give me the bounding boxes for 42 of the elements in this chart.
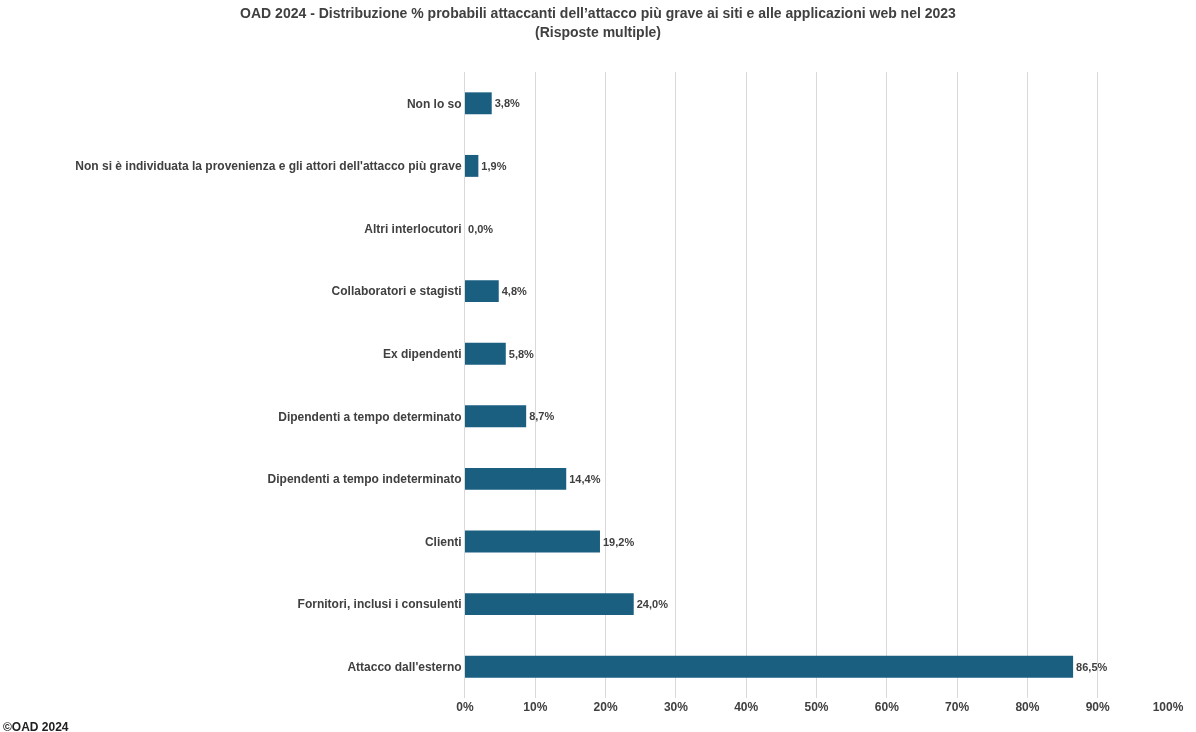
bar [465, 342, 506, 365]
data-label: 86,5% [1076, 660, 1108, 673]
x-tick-label: 80% [1015, 700, 1040, 714]
bar [465, 405, 527, 428]
data-label: 0,0% [468, 222, 494, 235]
y-tick-label: Dipendenti a tempo determinato [278, 409, 462, 424]
data-label: 19,2% [602, 535, 635, 548]
y-tick-label: Ex dipendenti [382, 346, 462, 361]
y-tick-label: Clienti [424, 534, 462, 549]
bar [465, 154, 479, 177]
x-tick-label: 30% [663, 700, 689, 714]
data-label: 1,9% [481, 159, 507, 172]
y-tick-label: Fornitori, inclusi i consulenti [297, 597, 462, 612]
y-tick-label: Collaboratori e stagisti [331, 284, 462, 299]
x-tick-label: 10% [523, 700, 548, 714]
x-tick-label: 50% [804, 700, 829, 714]
y-tick-label: Dipendenti a tempo indeterminato [267, 472, 462, 487]
bar [465, 530, 600, 553]
x-tick-label: 90% [1085, 700, 1111, 714]
x-tick-label: 40% [734, 700, 759, 714]
bar [465, 467, 567, 490]
data-label: 14,4% [569, 472, 601, 485]
x-tick-label: 60% [874, 700, 900, 714]
bar [465, 280, 499, 303]
x-tick-label: 20% [593, 700, 618, 714]
data-label: 24,0% [636, 598, 669, 611]
x-tick-label: 100% [1152, 700, 1184, 714]
data-label: 5,8% [508, 347, 535, 360]
data-label: 8,7% [529, 410, 555, 423]
y-tick-label: Non si è individuata la provenienza e gli attori dell'attacco più grave [75, 159, 462, 174]
y-tick-label: Altri interlocutori [364, 221, 462, 236]
bar [465, 593, 634, 616]
x-tick-label: 70% [945, 700, 970, 714]
text: ©OAD 2024 [3, 720, 69, 732]
data-label: 3,8% [494, 97, 520, 110]
x-tick-label: 0% [456, 700, 474, 714]
y-tick-label: Attacco dall'esterno [347, 659, 462, 674]
bar [465, 92, 492, 115]
data-label: 4,8% [501, 285, 528, 298]
y-tick-label: Non lo so [406, 96, 462, 111]
bar [465, 655, 1074, 678]
chart-title: OAD 2024 - Distribuzione % probabili attaccanti dell’attacco più grave ai siti e alle applicazioni web nel 2023 (Risposte multiple) [240, 5, 957, 40]
